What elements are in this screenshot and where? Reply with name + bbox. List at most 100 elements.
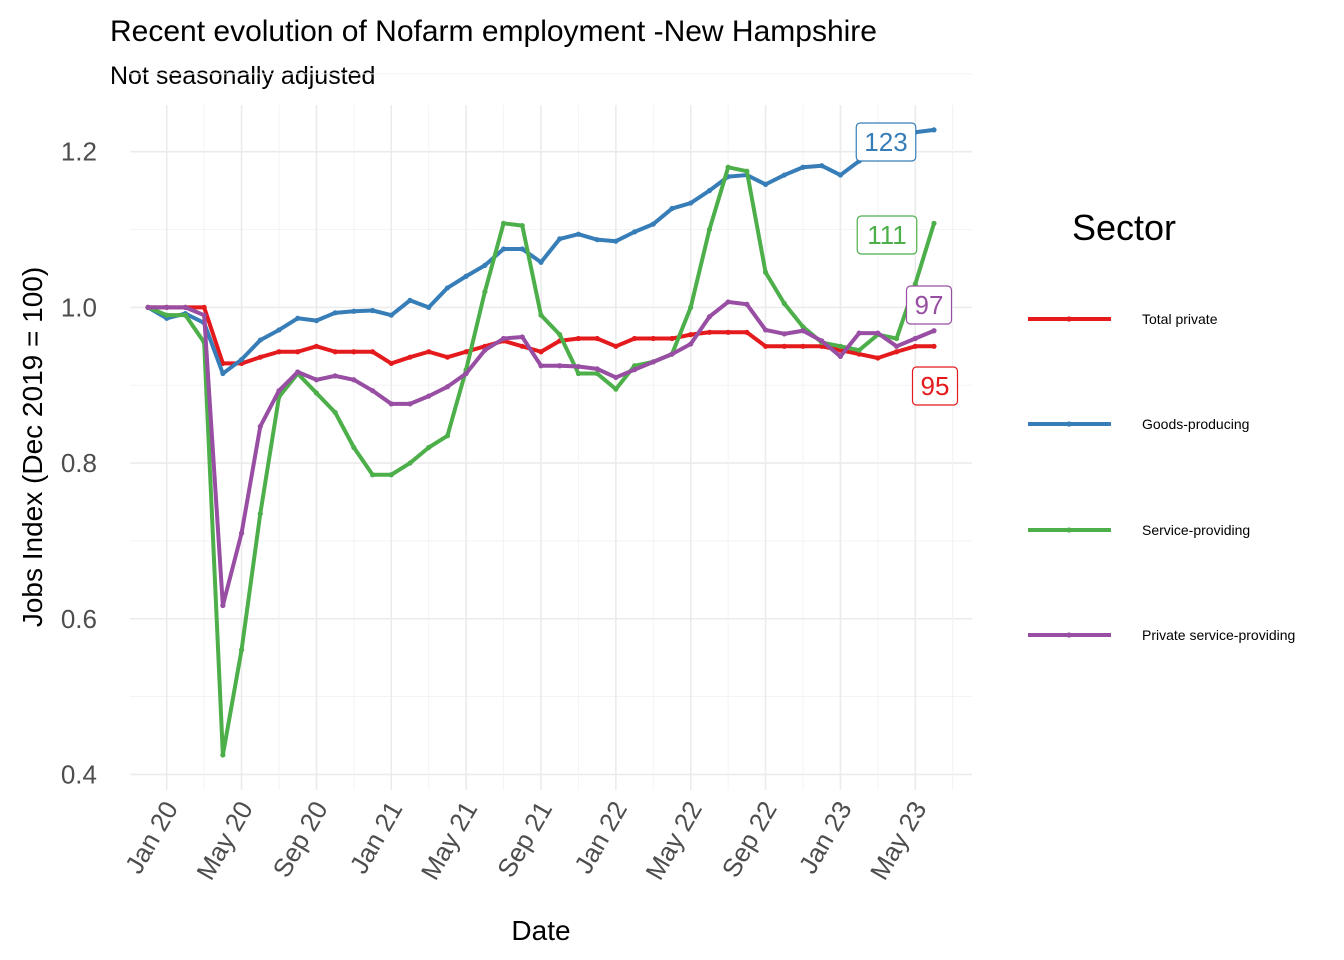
data-point <box>650 221 656 227</box>
y-tick-label: 0.4 <box>61 759 97 789</box>
legend-key-point <box>1066 527 1072 533</box>
x-tick-label: Jan 23 <box>793 796 858 879</box>
data-point <box>519 246 525 252</box>
end-label: 123 <box>855 122 917 162</box>
data-point <box>407 354 413 360</box>
data-point <box>893 349 900 355</box>
legend-key-point <box>1066 316 1072 322</box>
data-point <box>500 335 507 342</box>
data-point <box>407 401 413 407</box>
x-tick-label: May 20 <box>190 796 259 885</box>
data-point <box>819 163 825 169</box>
data-point <box>332 409 338 416</box>
x-tick-label: Sep 22 <box>716 796 783 882</box>
data-point <box>762 181 769 187</box>
data-point <box>706 314 713 320</box>
data-point <box>594 370 600 377</box>
data-point <box>295 315 301 321</box>
data-point <box>313 390 320 396</box>
legend: Sector Total private Goods-producing Servi… <box>1028 207 1295 643</box>
data-point <box>257 511 263 517</box>
end-label-text: 95 <box>921 371 950 401</box>
data-point <box>444 285 451 291</box>
data-point <box>407 297 413 303</box>
data-point <box>650 335 656 342</box>
data-point <box>500 220 507 226</box>
legend-item: Total private <box>1028 311 1218 327</box>
data-point <box>407 460 413 466</box>
data-point <box>164 304 170 310</box>
data-point <box>837 353 844 360</box>
data-point <box>351 377 357 383</box>
data-point <box>575 363 582 370</box>
data-point <box>594 237 600 243</box>
data-point <box>557 332 563 338</box>
legend-label: Service-providing <box>1142 522 1250 538</box>
data-point <box>781 300 787 307</box>
data-point <box>313 377 320 383</box>
data-point <box>557 363 563 369</box>
data-point <box>669 335 675 342</box>
data-point <box>781 172 787 178</box>
data-point <box>276 327 282 333</box>
data-point <box>931 328 937 334</box>
legend-item: Goods-producing <box>1028 416 1249 432</box>
data-point <box>613 374 619 381</box>
data-point <box>631 229 638 235</box>
data-point <box>800 328 806 334</box>
data-point <box>875 330 881 336</box>
data-point <box>931 343 937 349</box>
data-point <box>669 205 675 212</box>
end-labels: 95 123 111 97 <box>855 122 959 406</box>
data-point <box>538 259 544 265</box>
data-point <box>388 312 394 318</box>
data-point <box>444 384 451 390</box>
data-point <box>238 356 245 363</box>
data-point <box>426 304 432 310</box>
data-point <box>276 349 282 355</box>
data-point <box>295 349 301 355</box>
data-point <box>725 164 731 170</box>
x-tick-label: Jan 21 <box>343 796 408 879</box>
data-point <box>669 351 675 357</box>
data-point <box>837 347 844 353</box>
data-point <box>912 281 918 287</box>
data-point <box>931 127 937 133</box>
data-point <box>688 332 694 338</box>
data-point <box>388 360 394 367</box>
data-point <box>837 343 844 349</box>
data-point <box>575 335 582 342</box>
data-point <box>257 354 263 360</box>
data-point <box>706 188 713 194</box>
data-point <box>613 238 619 244</box>
data-point <box>688 304 694 310</box>
data-point <box>781 343 787 349</box>
x-tick-label: Jan 22 <box>568 796 633 879</box>
data-point <box>388 401 394 407</box>
data-point <box>369 472 376 478</box>
data-point <box>575 370 582 377</box>
data-point <box>613 343 619 349</box>
data-point <box>856 347 862 353</box>
data-point <box>557 236 563 242</box>
data-point <box>781 331 787 337</box>
end-label-box <box>911 366 959 406</box>
data-point <box>800 164 806 170</box>
data-point <box>295 369 301 375</box>
legend-key-point <box>1066 421 1072 427</box>
chart-title: Recent evolution of Nofarm employment -N… <box>110 15 877 48</box>
data-point <box>201 304 207 310</box>
plot-grid <box>130 73 972 790</box>
end-label-text: 123 <box>864 127 907 157</box>
data-point <box>313 318 320 324</box>
legend-label: Private service-providing <box>1142 627 1295 643</box>
data-point <box>744 168 750 174</box>
data-point <box>875 355 881 361</box>
data-point <box>482 262 488 268</box>
data-point <box>725 329 731 335</box>
x-axis-ticks: Jan 20 May 20 Sep 20 Jan 21 May 21 Sep 21 Jan … <box>119 796 933 885</box>
end-label-text: 111 <box>867 220 907 250</box>
data-point <box>725 299 731 305</box>
data-point <box>426 444 432 451</box>
